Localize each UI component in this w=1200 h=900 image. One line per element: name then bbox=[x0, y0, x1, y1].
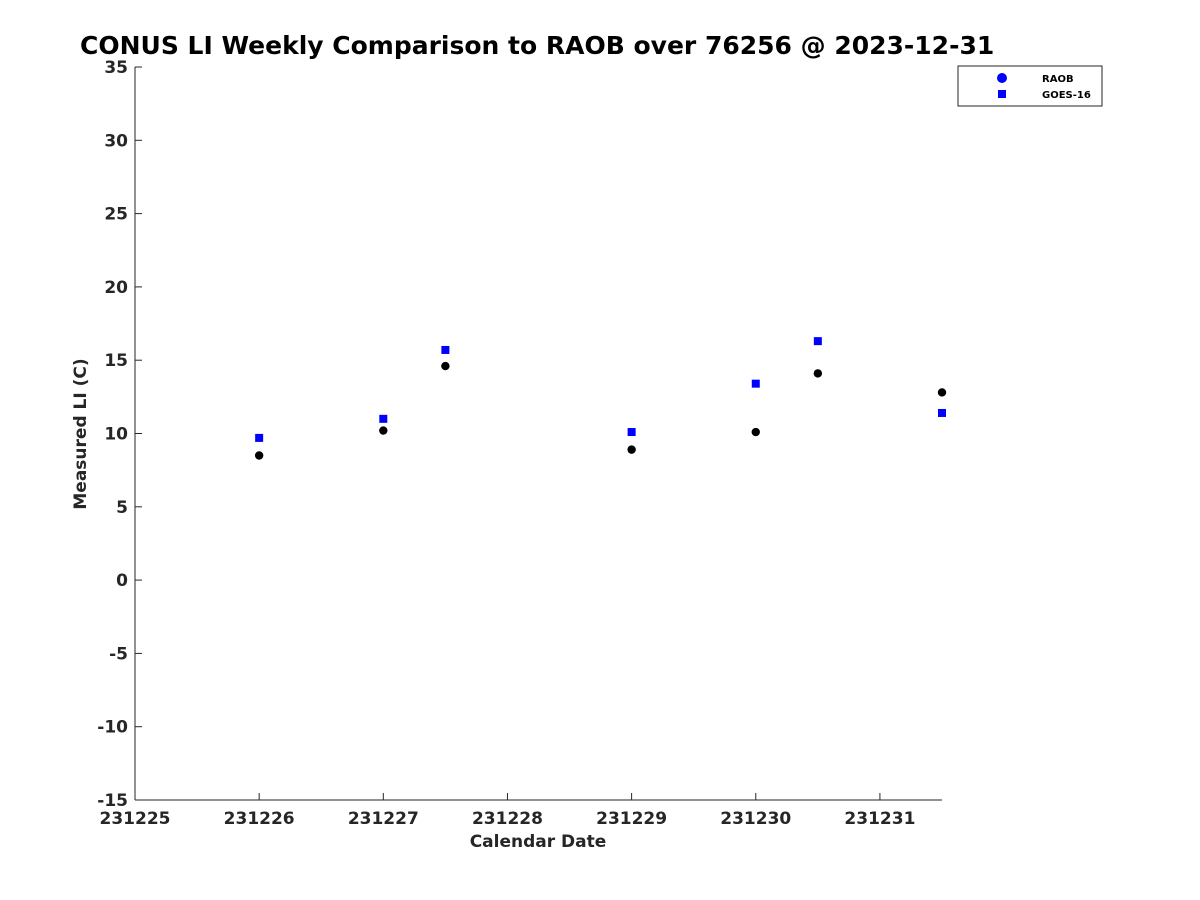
chart-title: CONUS LI Weekly Comparison to RAOB over … bbox=[80, 31, 994, 60]
goes16-point bbox=[441, 345, 450, 354]
x-axis-label: Calendar Date bbox=[470, 832, 607, 852]
x-tick-label: 231230 bbox=[720, 809, 791, 829]
data-points bbox=[254, 337, 947, 460]
y-tick-label: 10 bbox=[104, 425, 128, 445]
legend-label: RAOB bbox=[1042, 74, 1074, 85]
y-tick-label: -5 bbox=[109, 644, 128, 664]
raob-point bbox=[813, 369, 823, 378]
legend-marker-circle bbox=[997, 73, 1007, 83]
raob-point bbox=[751, 427, 760, 437]
raob-point bbox=[937, 388, 947, 397]
y-tick-label: -10 bbox=[97, 718, 128, 738]
y-tick-label: 35 bbox=[104, 58, 128, 78]
x-tick-label: 231225 bbox=[100, 809, 171, 829]
goes16-point bbox=[627, 428, 636, 437]
y-tick-label: 20 bbox=[104, 278, 128, 298]
goes16-point bbox=[255, 433, 264, 442]
y-tick-label: 5 bbox=[116, 498, 128, 518]
x-tick-label: 231227 bbox=[348, 809, 419, 829]
y-axis-label: Measured LI (C) bbox=[71, 358, 91, 509]
raob-point bbox=[254, 451, 264, 460]
legend: RAOB GOES-16 bbox=[957, 65, 1103, 107]
y-tick-label: 0 bbox=[116, 571, 128, 591]
y-tick-label: -15 bbox=[97, 791, 128, 811]
y-tick-label: 30 bbox=[104, 131, 128, 151]
raob-point bbox=[627, 445, 636, 454]
goes16-point bbox=[813, 337, 822, 346]
goes16-point bbox=[379, 414, 388, 423]
goes16-point bbox=[938, 408, 946, 417]
x-tick-label: 231226 bbox=[224, 809, 295, 829]
legend-label: GOES-16 bbox=[1042, 90, 1091, 101]
raob-point bbox=[441, 361, 450, 371]
goes16-point bbox=[751, 379, 760, 388]
x-tick-label: 231231 bbox=[844, 809, 915, 829]
legend-marker-square bbox=[998, 90, 1006, 98]
y-axis-ticks: -15 -10 -5 0 5 10 15 20 25 30 35 bbox=[97, 58, 142, 811]
x-axis-ticks: 231225 231226 231227 231228 231229 231230 2312… bbox=[100, 793, 915, 829]
x-tick-label: 231229 bbox=[596, 809, 667, 829]
y-tick-label: 15 bbox=[104, 351, 128, 371]
plot-area bbox=[134, 67, 942, 801]
raob-point bbox=[379, 426, 388, 435]
y-tick-label: 25 bbox=[104, 205, 128, 225]
x-tick-label: 231228 bbox=[472, 809, 543, 829]
legend-box bbox=[957, 65, 1103, 107]
